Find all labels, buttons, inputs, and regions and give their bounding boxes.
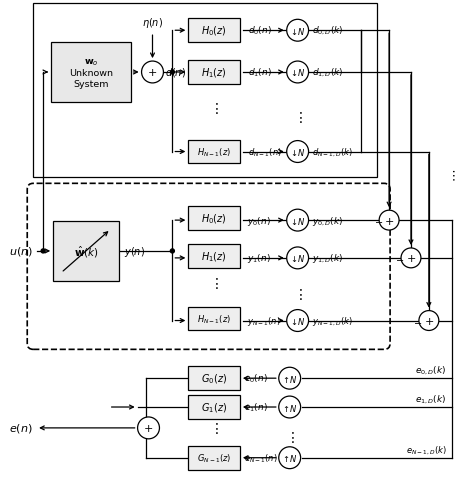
- Bar: [188, 307, 240, 331]
- Circle shape: [287, 141, 309, 163]
- Text: $\vdots$: $\vdots$: [293, 110, 302, 125]
- Text: $e_1(n)$: $e_1(n)$: [244, 401, 268, 413]
- Text: $-$: $-$: [374, 216, 383, 226]
- Text: $y_1(n)$: $y_1(n)$: [247, 252, 271, 265]
- Text: $\vdots$: $\vdots$: [210, 276, 219, 290]
- Text: $+$: $+$: [424, 315, 434, 326]
- Text: $e_{N-1,D}(k)$: $e_{N-1,D}(k)$: [406, 444, 447, 456]
- Text: $\uparrow\!N$: $\uparrow\!N$: [281, 373, 298, 384]
- Text: $+$: $+$: [406, 253, 416, 264]
- Bar: [188, 367, 240, 390]
- Bar: [188, 140, 240, 164]
- Text: $d_{1,D}(k)$: $d_{1,D}(k)$: [311, 67, 343, 79]
- Text: $u(n)$: $u(n)$: [9, 245, 33, 258]
- Text: $d_1(n)$: $d_1(n)$: [248, 67, 272, 79]
- Text: $e_{0,D}(k)$: $e_{0,D}(k)$: [415, 364, 447, 377]
- Text: $\vdots$: $\vdots$: [293, 287, 302, 301]
- Text: $H_0(z)$: $H_0(z)$: [201, 212, 227, 226]
- Text: $\uparrow\!N$: $\uparrow\!N$: [281, 402, 298, 413]
- Text: $H_{N-1}(z)$: $H_{N-1}(z)$: [197, 146, 231, 158]
- Text: $\uparrow\!N$: $\uparrow\!N$: [281, 452, 298, 463]
- Text: $\vdots$: $\vdots$: [285, 430, 294, 444]
- Text: $\vdots$: $\vdots$: [210, 420, 219, 435]
- Text: $d_{N-1,D}(k)$: $d_{N-1,D}(k)$: [311, 146, 353, 158]
- Circle shape: [379, 211, 399, 230]
- Text: $\downarrow\!N$: $\downarrow\!N$: [289, 67, 306, 78]
- Text: $+$: $+$: [144, 422, 154, 433]
- Bar: [188, 446, 240, 469]
- Circle shape: [41, 250, 45, 253]
- Text: $d_0(n)$: $d_0(n)$: [248, 25, 272, 37]
- Circle shape: [137, 417, 159, 439]
- Circle shape: [287, 210, 309, 231]
- Text: $\downarrow\!N$: $\downarrow\!N$: [289, 215, 306, 226]
- Circle shape: [142, 62, 164, 84]
- Text: $d(n)$: $d(n)$: [165, 66, 186, 79]
- Circle shape: [287, 62, 309, 84]
- Text: $e_{1,D}(k)$: $e_{1,D}(k)$: [415, 393, 447, 405]
- Text: $G_{N-1}(z)$: $G_{N-1}(z)$: [197, 452, 231, 464]
- Text: $\downarrow\!N$: $\downarrow\!N$: [289, 26, 306, 36]
- Text: $-$: $-$: [413, 316, 422, 326]
- Text: $d_{N-1}(n)$: $d_{N-1}(n)$: [248, 146, 282, 158]
- Bar: [51, 43, 131, 103]
- Text: $\downarrow\!N$: $\downarrow\!N$: [289, 147, 306, 158]
- Text: $e_{N-1}(n)$: $e_{N-1}(n)$: [244, 452, 278, 464]
- Text: $-$: $-$: [395, 253, 405, 264]
- Text: $\mathbf{w}_o$
Unknown
System: $\mathbf{w}_o$ Unknown System: [69, 57, 113, 88]
- Bar: [53, 222, 118, 281]
- Text: $\eta(n)$: $\eta(n)$: [142, 16, 163, 30]
- Circle shape: [287, 248, 309, 269]
- Circle shape: [401, 249, 421, 268]
- Text: $e_0(n)$: $e_0(n)$: [244, 372, 268, 384]
- Bar: [188, 395, 240, 419]
- Circle shape: [170, 250, 174, 253]
- Text: $+$: $+$: [147, 67, 157, 78]
- Bar: [33, 4, 377, 178]
- Text: $y_{N-1,D}(k)$: $y_{N-1,D}(k)$: [311, 314, 353, 327]
- Text: $y_{0,D}(k)$: $y_{0,D}(k)$: [311, 214, 343, 227]
- Circle shape: [170, 71, 174, 75]
- Bar: [188, 19, 240, 43]
- Text: $y(n)$: $y(n)$: [124, 244, 145, 258]
- Text: $y_{N-1}(n)$: $y_{N-1}(n)$: [247, 314, 281, 327]
- Text: $\hat{\mathbf{w}}(k)$: $\hat{\mathbf{w}}(k)$: [73, 244, 98, 259]
- Circle shape: [287, 20, 309, 42]
- Text: $+$: $+$: [384, 215, 394, 226]
- Text: $G_0(z)$: $G_0(z)$: [201, 372, 227, 385]
- Circle shape: [279, 447, 301, 468]
- Text: $\downarrow\!N$: $\downarrow\!N$: [289, 253, 306, 264]
- Circle shape: [419, 311, 439, 331]
- Text: $y_0(n)$: $y_0(n)$: [247, 214, 271, 227]
- Circle shape: [279, 368, 301, 389]
- Circle shape: [287, 310, 309, 332]
- Text: $y_{1,D}(k)$: $y_{1,D}(k)$: [311, 252, 343, 265]
- Text: $d_{0,D}(k)$: $d_{0,D}(k)$: [311, 25, 343, 37]
- Text: $\cdots$: $\cdots$: [447, 168, 460, 181]
- Text: $H_{N-1}(z)$: $H_{N-1}(z)$: [197, 312, 231, 325]
- Text: $e(n)$: $e(n)$: [9, 421, 33, 434]
- Bar: [188, 244, 240, 268]
- Text: $H_0(z)$: $H_0(z)$: [201, 24, 227, 38]
- Text: $\vdots$: $\vdots$: [210, 101, 219, 116]
- Circle shape: [279, 396, 301, 418]
- Text: $G_1(z)$: $G_1(z)$: [201, 400, 227, 414]
- Text: $\downarrow\!N$: $\downarrow\!N$: [289, 315, 306, 326]
- Bar: [188, 207, 240, 230]
- Text: $H_1(z)$: $H_1(z)$: [201, 66, 227, 80]
- Bar: [188, 61, 240, 85]
- Text: $H_1(z)$: $H_1(z)$: [201, 250, 227, 263]
